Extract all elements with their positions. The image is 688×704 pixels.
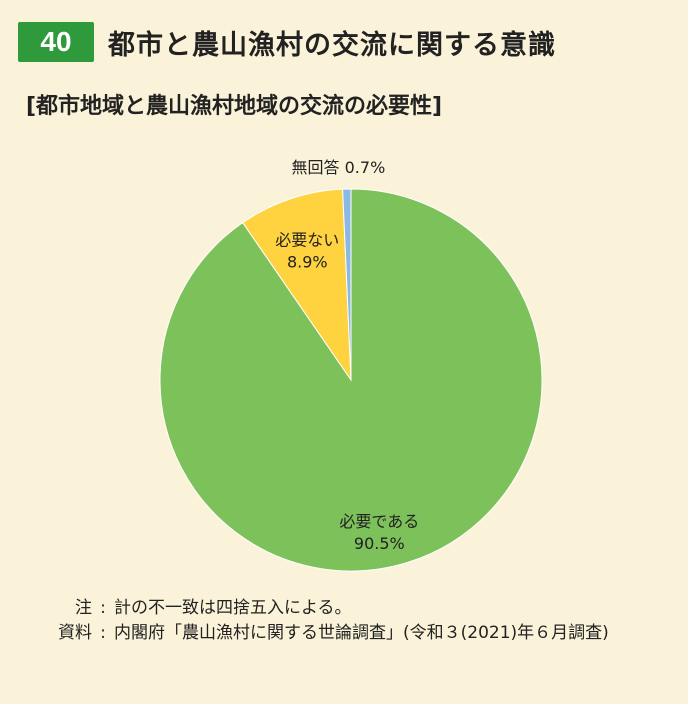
source-separator: : <box>100 623 106 643</box>
pie-slice <box>242 188 352 382</box>
chart-subtitle: [都市地域と農山漁村地域の交流の必要性] <box>26 94 443 119</box>
figure-header: 40 都市と農山漁村の交流に関する意識 <box>18 22 556 62</box>
slice-label: 無回答 0.7% <box>292 158 386 177</box>
note-separator: : <box>100 598 106 618</box>
slice-value-label: 90.5% <box>354 534 405 553</box>
note-text: 計の不一致は四捨五入による。 <box>114 598 352 618</box>
note-row: 注 : 計の不一致は四捨五入による。 <box>36 596 676 621</box>
slice-label: 必要ない <box>275 231 339 250</box>
note-label: 注 <box>75 598 92 618</box>
footnotes: 注 : 計の不一致は四捨五入による。 資料 : 内閣府「農山漁村に関する世論調査… <box>36 596 676 646</box>
slice-label: 必要である <box>339 512 419 531</box>
source-row: 資料 : 内閣府「農山漁村に関する世論調査」(令和３(2021)年６月調査) <box>36 621 676 646</box>
figure-title: 都市と農山漁村の交流に関する意識 <box>108 29 556 61</box>
source-label: 資料 <box>58 623 92 643</box>
source-text: 内閣府「農山漁村に関する世論調査」(令和３(2021)年６月調査) <box>114 623 609 643</box>
pie-slice <box>342 188 352 381</box>
figure-number-badge: 40 <box>18 22 94 62</box>
pie-slice <box>159 188 543 572</box>
slice-value-label: 8.9% <box>287 253 328 272</box>
